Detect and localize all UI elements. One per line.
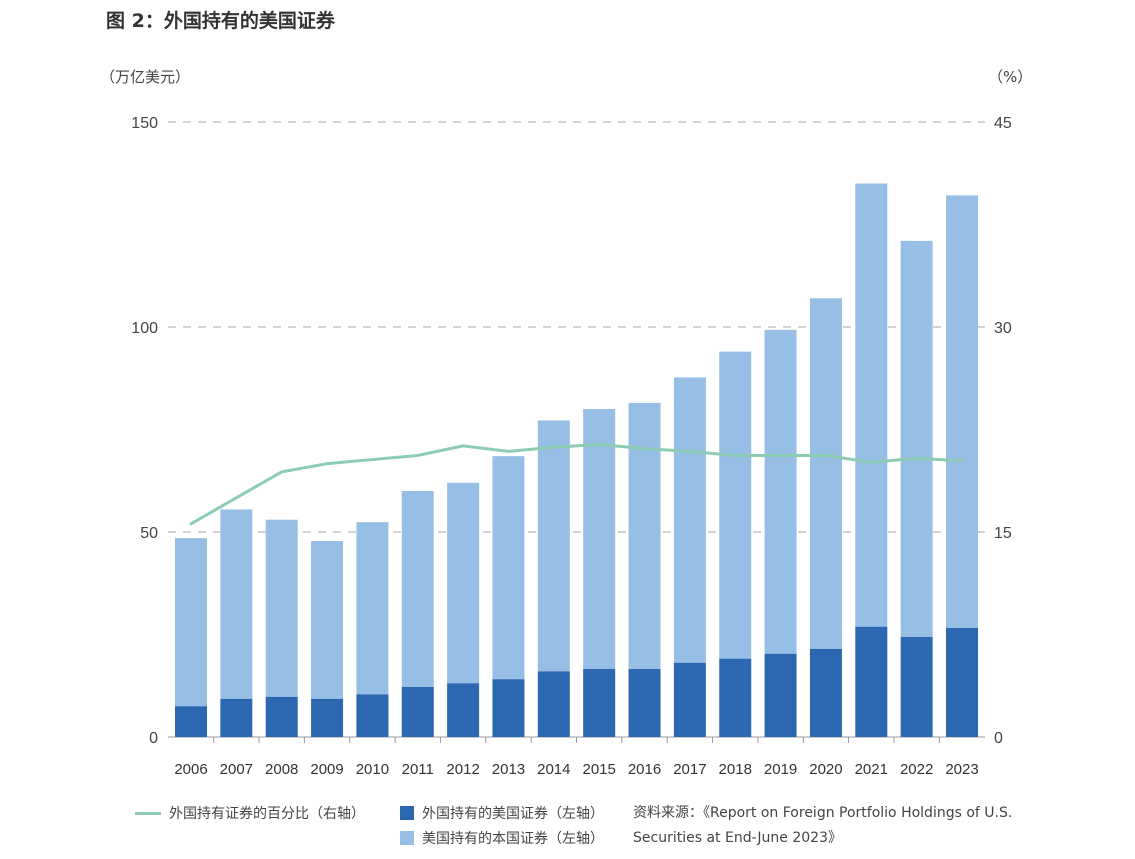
bar-domestic-holdings [946, 195, 978, 628]
left-axis-tick-label: 150 [131, 115, 158, 132]
percentage-line [189, 443, 964, 526]
x-axis-tick-label: 2014 [537, 761, 570, 778]
legend-line-label: 外国持有证券的百分比（右轴） [169, 806, 365, 822]
bar-domestic-holdings [401, 491, 434, 687]
bar-domestic-holdings [900, 240, 933, 637]
bar-foreign-holdings [492, 679, 525, 737]
x-axis-tick-label: 2016 [628, 761, 661, 778]
source-note: 资料来源：《Report on Foreign Portfolio Holdin… [633, 805, 1013, 846]
bar-foreign-holdings [719, 658, 752, 737]
x-axis-ticks: 2006 2007 2008 2009 2010 2011 2012 2013 2014 2015… [174, 737, 979, 778]
bar-domestic-holdings [447, 482, 480, 684]
bar-foreign-holdings [855, 626, 888, 737]
x-axis-tick-label: 2018 [719, 761, 752, 778]
legend-light: 美国持有的本国证券（左轴） [400, 828, 604, 848]
bar-domestic-holdings [220, 509, 253, 699]
legend-dark-label: 外国持有的美国证券（左轴） [422, 806, 604, 822]
x-axis-tick-label: 2011 [402, 761, 434, 778]
bar-domestic-holdings [537, 420, 570, 672]
x-axis-tick-label: 2010 [356, 761, 389, 778]
bar-foreign-holdings [900, 636, 933, 737]
bar-foreign-holdings [764, 653, 797, 737]
x-axis-tick-label: 2019 [764, 761, 797, 778]
x-axis-tick-label: 2015 [582, 761, 615, 778]
x-axis-tick-label: 2022 [900, 761, 933, 778]
bar-foreign-holdings [265, 696, 298, 737]
bar-domestic-holdings [855, 183, 888, 627]
left-axis-tick-label: 100 [131, 320, 158, 337]
x-axis-tick-label: 2021 [855, 761, 888, 778]
left-axis-unit: （万亿美元） [100, 68, 191, 86]
bar-domestic-holdings [311, 541, 344, 699]
right-axis-tick-label: 0 [994, 730, 1003, 747]
bar-domestic-holdings [265, 519, 298, 697]
legend-dark: 外国持有的美国证券（左轴） [400, 803, 604, 823]
right-axis-tick-label: 15 [994, 525, 1012, 542]
bar-domestic-holdings [673, 377, 706, 663]
bar-foreign-holdings [401, 686, 434, 737]
bar-foreign-holdings [220, 698, 253, 737]
legend-line-swatch [135, 811, 161, 815]
bar-foreign-holdings [447, 683, 480, 737]
x-axis-tick-label: 2009 [310, 761, 343, 778]
bar-domestic-holdings [764, 329, 797, 654]
left-axis-tick-label: 50 [140, 525, 158, 542]
percentage-series-line [189, 443, 964, 526]
bar-foreign-holdings [311, 698, 344, 737]
bar-foreign-holdings [583, 668, 616, 737]
bar-domestic-holdings [719, 351, 752, 659]
x-axis-tick-label: 2023 [945, 761, 978, 778]
bar-foreign-holdings [537, 671, 570, 737]
chart-title: 图 2：外国持有的美国证券 [106, 10, 335, 32]
x-axis-tick-label: 2013 [492, 761, 525, 778]
x-axis-tick-label: 2007 [220, 761, 253, 778]
x-axis-tick-label: 2006 [174, 761, 207, 778]
bar-foreign-holdings [175, 706, 207, 737]
x-axis-tick-label: 2008 [265, 761, 298, 778]
left-axis-tick-label: 0 [149, 730, 158, 747]
legend-dark-swatch [400, 806, 414, 820]
bar-domestic-holdings [175, 538, 207, 707]
bar-foreign-holdings [946, 627, 978, 737]
x-axis-tick-label: 2012 [446, 761, 479, 778]
bar-domestic-holdings [809, 298, 842, 649]
right-axis-tick-label: 30 [994, 320, 1012, 337]
x-axis-tick-label: 2017 [673, 761, 706, 778]
bar-foreign-holdings [356, 694, 389, 737]
bar-domestic-holdings [583, 409, 616, 669]
bar-foreign-holdings [628, 668, 661, 737]
bar-foreign-holdings [809, 648, 842, 737]
bar-domestic-holdings [628, 402, 661, 669]
x-axis-tick-label: 2020 [809, 761, 842, 778]
legend-line: 外国持有证券的百分比（右轴） [135, 803, 365, 823]
legend-light-swatch [400, 831, 414, 845]
bar-domestic-holdings [356, 522, 389, 695]
legend-light-label: 美国持有的本国证券（左轴） [422, 831, 604, 847]
right-axis-ticks: 0 15 30 45 [994, 115, 1012, 747]
bar-foreign-holdings [673, 662, 706, 737]
bar-domestic-holdings [492, 456, 525, 680]
right-axis-tick-label: 45 [994, 115, 1012, 132]
left-axis-ticks: 0 50 100 150 [131, 115, 158, 747]
right-axis-unit: （%） [988, 68, 1033, 86]
